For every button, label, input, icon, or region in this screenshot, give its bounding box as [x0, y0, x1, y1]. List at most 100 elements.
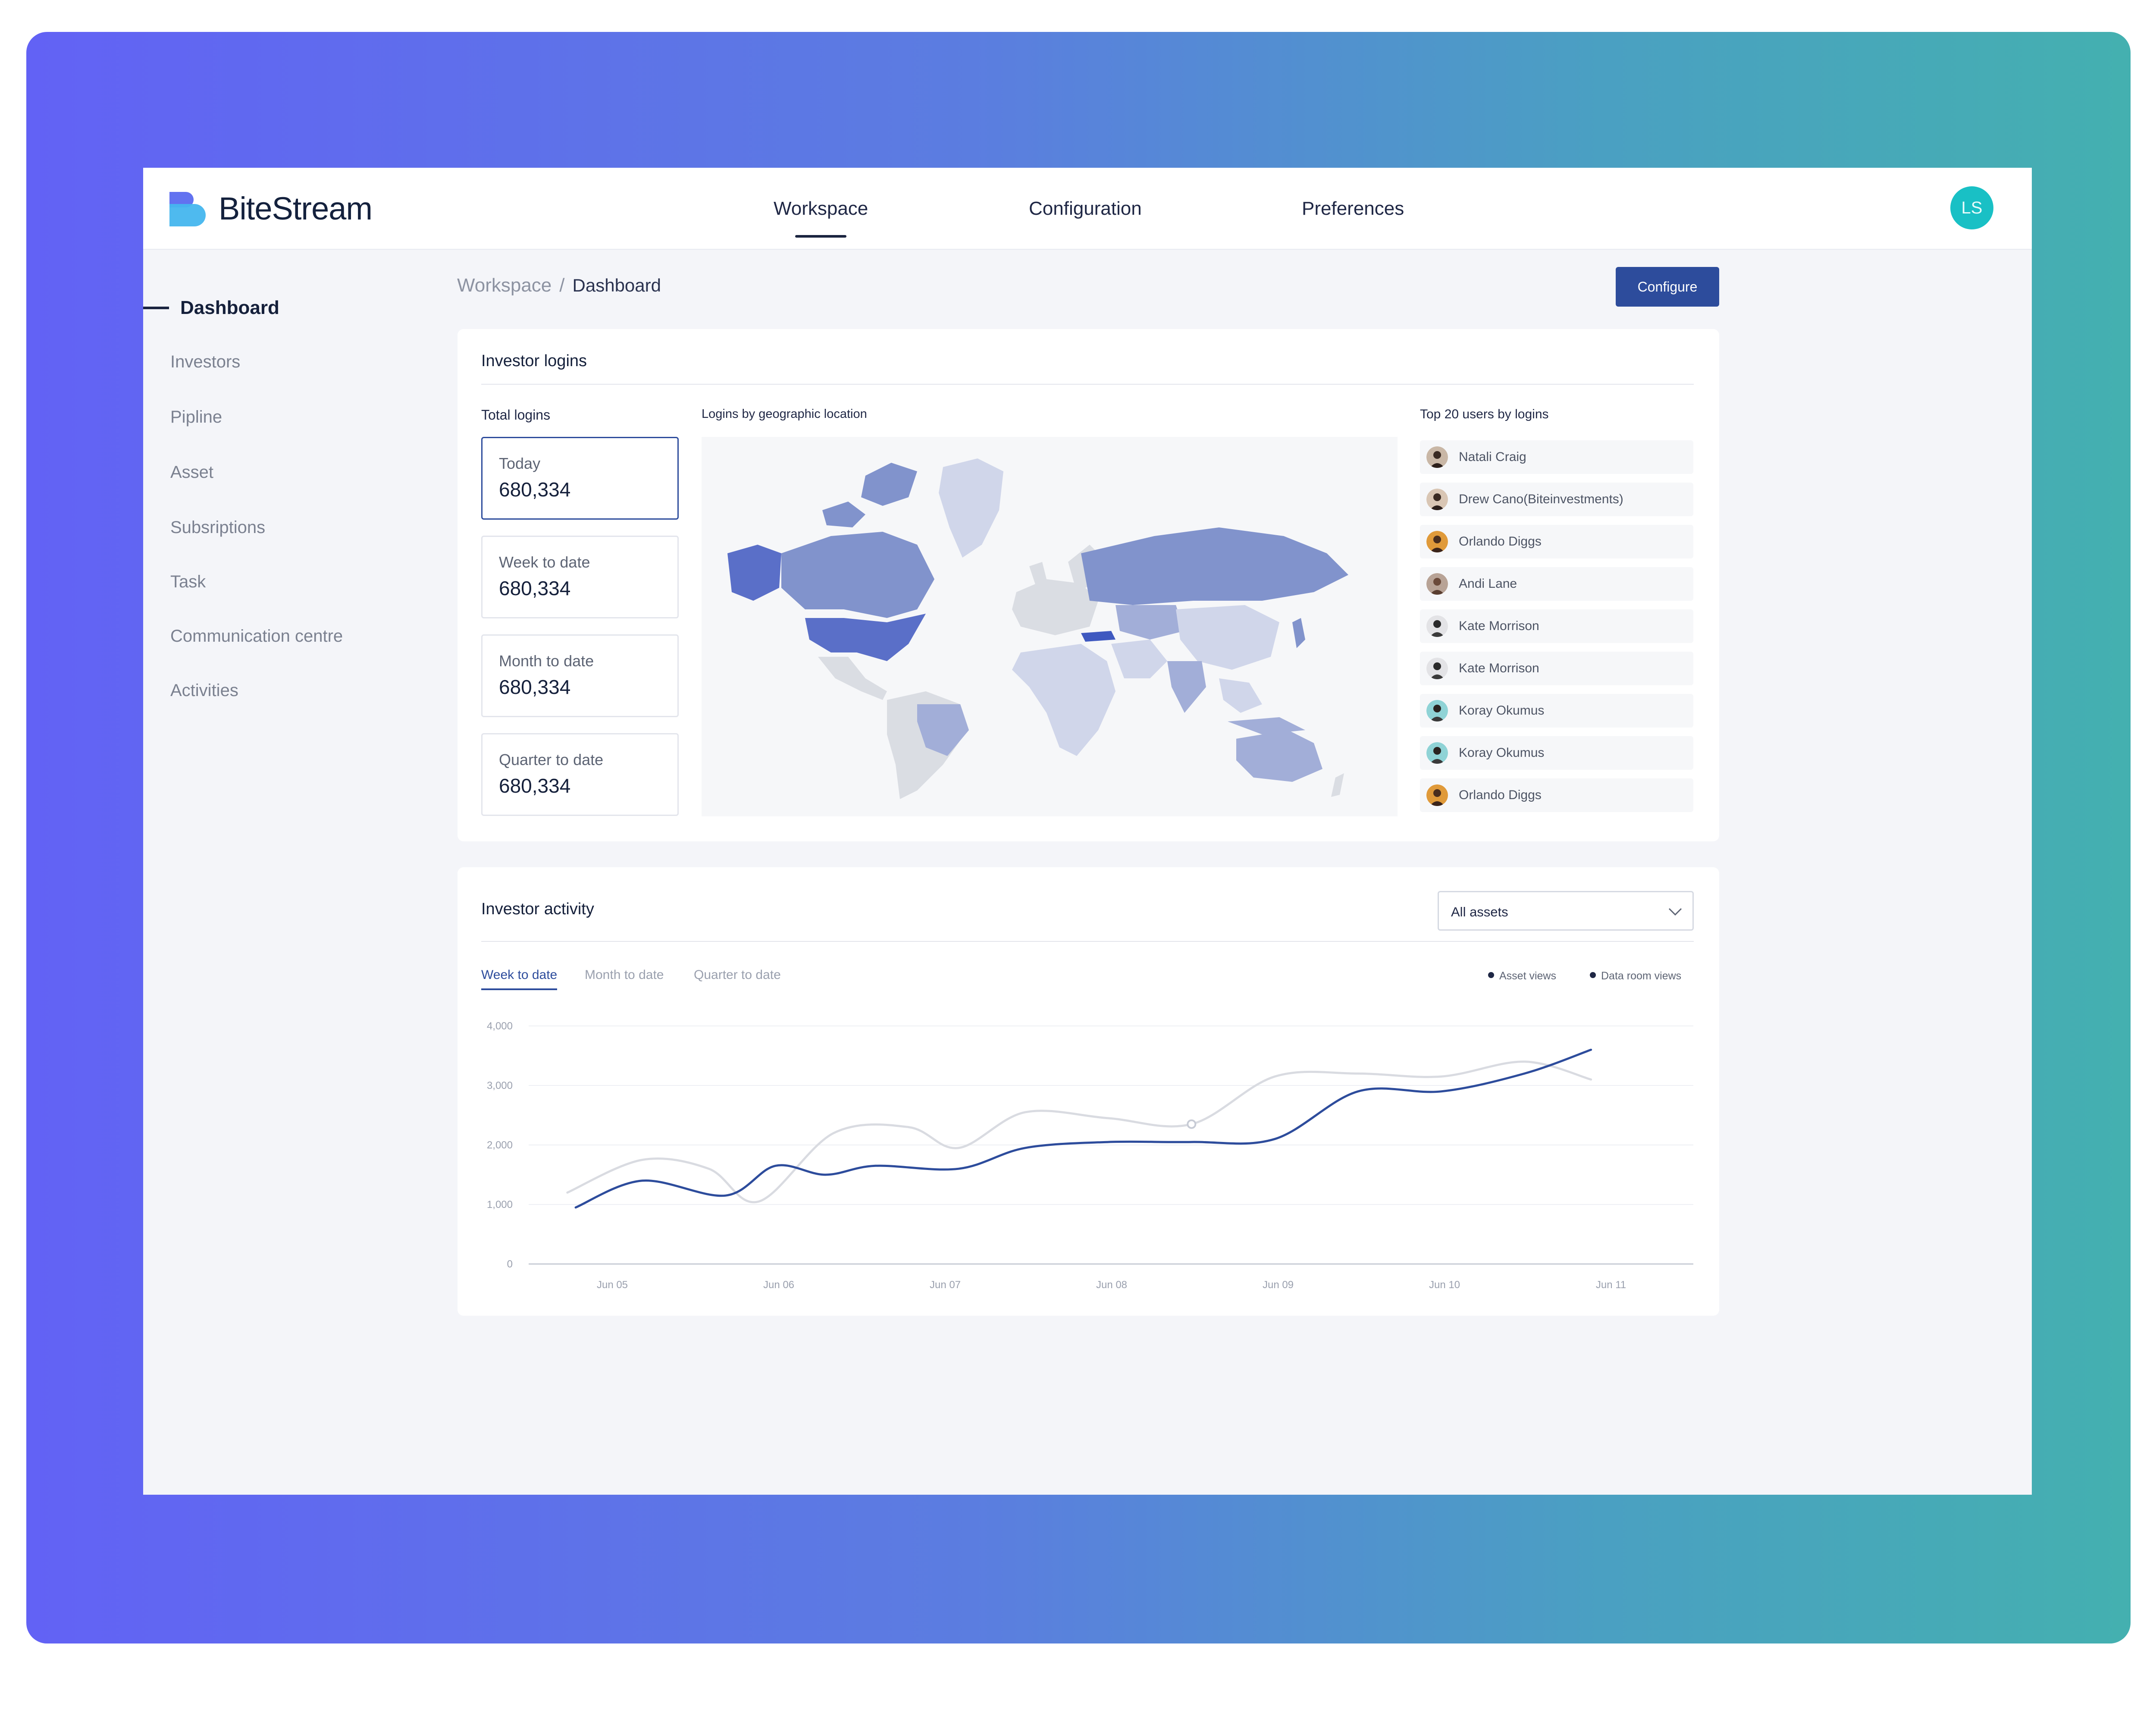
sidebar-item-subsriptions[interactable]: Subsriptions	[170, 518, 266, 537]
stat-value: 680,334	[499, 577, 571, 599]
stat-quarter-to-date[interactable]: Quarter to date 680,334	[481, 733, 679, 816]
investor-logins-card: Investor logins Total logins Logins by g…	[458, 329, 1719, 841]
total-logins-label: Total logins	[481, 407, 551, 423]
breadcrumb: Workspace / Dashboard	[457, 275, 661, 296]
stat-label: Quarter to date	[499, 751, 604, 768]
assets-select[interactable]: All assets	[1438, 891, 1694, 931]
map-region-brazil	[917, 704, 969, 756]
map-region-middle-east	[1111, 640, 1167, 678]
user-avatar	[1426, 700, 1448, 721]
user-row[interactable]: Natali Craig	[1420, 440, 1693, 474]
map-region-china	[1176, 605, 1279, 670]
user-avatar	[1426, 573, 1448, 595]
map-region-usa	[805, 614, 926, 661]
map-region-africa	[1012, 644, 1116, 756]
map-region-canada	[781, 532, 934, 618]
user-name: Kate Morrison	[1459, 661, 1539, 675]
user-avatar	[1426, 784, 1448, 806]
map-region-southeast-asia	[1219, 678, 1262, 713]
map-region-greenland	[939, 458, 1003, 558]
stat-month-to-date[interactable]: Month to date 680,334	[481, 634, 679, 717]
stat-today[interactable]: Today 680,334	[481, 437, 679, 520]
investor-logins-title: Investor logins	[481, 352, 587, 370]
chevron-down-icon	[1668, 908, 1682, 916]
y-tick-label: 3,000	[487, 1080, 513, 1091]
map-region-central-asia	[1116, 605, 1185, 640]
breadcrumb-separator: /	[559, 275, 565, 296]
range-tab-month[interactable]: Month to date	[585, 968, 664, 982]
y-tick-label: 1,000	[487, 1199, 513, 1211]
configure-button[interactable]: Configure	[1616, 267, 1719, 307]
tab-workspace[interactable]: Workspace	[774, 198, 868, 238]
series-point-marker	[1187, 1119, 1197, 1129]
user-row[interactable]: Andi Lane	[1420, 567, 1693, 601]
sidebar-item-task[interactable]: Task	[170, 572, 206, 591]
range-tab-week[interactable]: Week to date	[481, 968, 558, 990]
brand-name: BiteStream	[219, 191, 373, 226]
user-row[interactable]: Koray Okumus	[1420, 694, 1693, 728]
series-line-asset-views	[574, 1048, 1592, 1209]
x-tick-label: Jun 07	[930, 1279, 961, 1291]
card-divider	[481, 384, 1694, 385]
investor-activity-title: Investor activity	[481, 900, 594, 918]
sidebar-item-activities[interactable]: Activities	[170, 681, 238, 700]
map-region-arctic-islands	[822, 502, 865, 527]
legend-dot	[1590, 972, 1596, 978]
user-name: Orlando Diggs	[1459, 534, 1542, 549]
map-region-europe	[1012, 579, 1098, 635]
map-region-indonesia	[1228, 717, 1305, 734]
world-map-graphic	[727, 458, 1348, 799]
investor-activity-chart[interactable]: 4,000 3,000 2,000 1,000 0 Jun 05 Jun 06 Jun 07 J…	[458, 867, 1719, 1298]
map-region-new-zealand	[1331, 773, 1344, 797]
user-avatar	[1426, 489, 1448, 510]
map-region-turkey	[1081, 631, 1116, 642]
legend-asset-views: Asset views	[1488, 970, 1556, 982]
map-region-arctic-canada	[861, 463, 917, 506]
sidebar-item-dashboard[interactable]: Dashboard	[180, 297, 279, 318]
legend-label: Data room views	[1601, 970, 1682, 982]
legend-dot	[1488, 972, 1494, 978]
user-row[interactable]: Koray Okumus	[1420, 736, 1693, 770]
map-region-japan	[1292, 618, 1305, 648]
map-region-alaska	[727, 545, 781, 601]
user-row[interactable]: Kate Morrison	[1420, 609, 1693, 643]
breadcrumb-workspace[interactable]: Workspace	[457, 275, 552, 296]
user-row[interactable]: Kate Morrison	[1420, 652, 1693, 685]
stat-label: Week to date	[499, 553, 590, 571]
map-region-australia	[1236, 730, 1322, 782]
user-name: Kate Morrison	[1459, 619, 1539, 633]
sidebar-item-pipline[interactable]: Pipline	[170, 408, 222, 427]
app-window: BiteStream Workspace Configuration Prefe…	[143, 168, 2032, 1495]
stat-value: 680,334	[499, 676, 571, 698]
map-region-russia	[1081, 527, 1348, 605]
user-row[interactable]: Orlando Diggs	[1420, 778, 1693, 812]
range-tab-quarter[interactable]: Quarter to date	[694, 968, 781, 982]
stat-value: 680,334	[499, 775, 571, 797]
sidebar-item-communication-centre[interactable]: Communication centre	[170, 627, 343, 646]
world-map[interactable]	[702, 437, 1398, 816]
x-tick-label: Jun 10	[1429, 1279, 1460, 1291]
brand-logo-icon	[169, 192, 206, 226]
user-row[interactable]: Drew Cano(Biteinvestments)	[1420, 483, 1693, 516]
stat-week-to-date[interactable]: Week to date 680,334	[481, 536, 679, 618]
user-name: Natali Craig	[1459, 450, 1526, 464]
y-tick-label: 4,000	[487, 1020, 513, 1032]
user-name: Andi Lane	[1459, 577, 1517, 591]
sidebar-item-investors[interactable]: Investors	[170, 352, 241, 371]
map-region-central-america	[818, 657, 887, 700]
breadcrumb-dashboard: Dashboard	[572, 275, 661, 295]
card-divider	[481, 941, 1694, 942]
y-tick-label: 2,000	[487, 1139, 513, 1151]
stat-label: Today	[499, 455, 541, 472]
tab-preferences[interactable]: Preferences	[1302, 198, 1404, 219]
assets-select-value: All assets	[1451, 904, 1508, 919]
user-avatar	[1426, 446, 1448, 468]
tab-configuration[interactable]: Configuration	[1029, 198, 1142, 219]
map-region-uk	[1029, 562, 1047, 586]
top-bar: BiteStream Workspace Configuration Prefe…	[143, 168, 2032, 250]
user-avatar[interactable]: LS	[1950, 186, 1993, 229]
series-line-data-room-views	[566, 1060, 1592, 1204]
sidebar-item-asset[interactable]: Asset	[170, 463, 214, 482]
sidebar-active-marker	[143, 307, 169, 309]
user-row[interactable]: Orlando Diggs	[1420, 525, 1693, 558]
